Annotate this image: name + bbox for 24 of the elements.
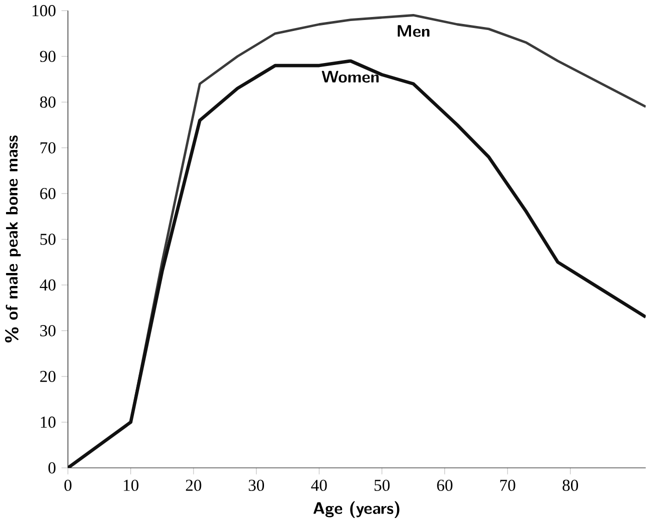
- x-tick-label: 0: [64, 480, 72, 491]
- x-tick-label: 20: [186, 480, 202, 491]
- y-tick-label: 70: [40, 142, 56, 154]
- annotation: Women: [322, 70, 379, 83]
- y-tick-label: 80: [40, 96, 56, 108]
- x-tick-label: 80: [562, 480, 578, 491]
- x-tick-label: 50: [374, 480, 390, 491]
- y-axis-title: % of male peak bone mass: [5, 136, 21, 342]
- y-tick-label: 30: [40, 325, 56, 336]
- y-tick-label: 50: [40, 234, 56, 245]
- x-tick-label: 60: [437, 480, 452, 491]
- x-tick-label: 40: [311, 480, 327, 491]
- y-tick-label: 60: [40, 188, 56, 200]
- x-tick-label: 30: [248, 480, 264, 491]
- y-tick-label: 10: [40, 416, 56, 428]
- x-tick-label: 10: [124, 480, 138, 491]
- annotation: Men: [398, 25, 430, 37]
- y-tick-label: 100: [32, 5, 56, 16]
- y-tick-label: 40: [40, 279, 56, 291]
- x-tick-label: 70: [500, 480, 516, 491]
- y-tick-label: 90: [40, 50, 56, 62]
- y-tick-label: 0: [48, 462, 56, 474]
- x-axis-title: Age (years): [314, 501, 400, 518]
- y-tick-label: 20: [40, 370, 56, 382]
